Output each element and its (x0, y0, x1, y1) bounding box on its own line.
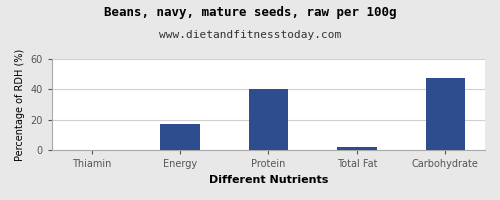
Y-axis label: Percentage of RDH (%): Percentage of RDH (%) (15, 49, 25, 161)
Text: Beans, navy, mature seeds, raw per 100g: Beans, navy, mature seeds, raw per 100g (104, 6, 396, 19)
Bar (248, 89, 288, 150)
Text: www.dietandfitnesstoday.com: www.dietandfitnesstoday.com (159, 30, 341, 40)
X-axis label: Different Nutrients: Different Nutrients (209, 175, 328, 185)
Bar (337, 147, 377, 150)
Bar (426, 78, 466, 150)
Bar (160, 124, 200, 150)
